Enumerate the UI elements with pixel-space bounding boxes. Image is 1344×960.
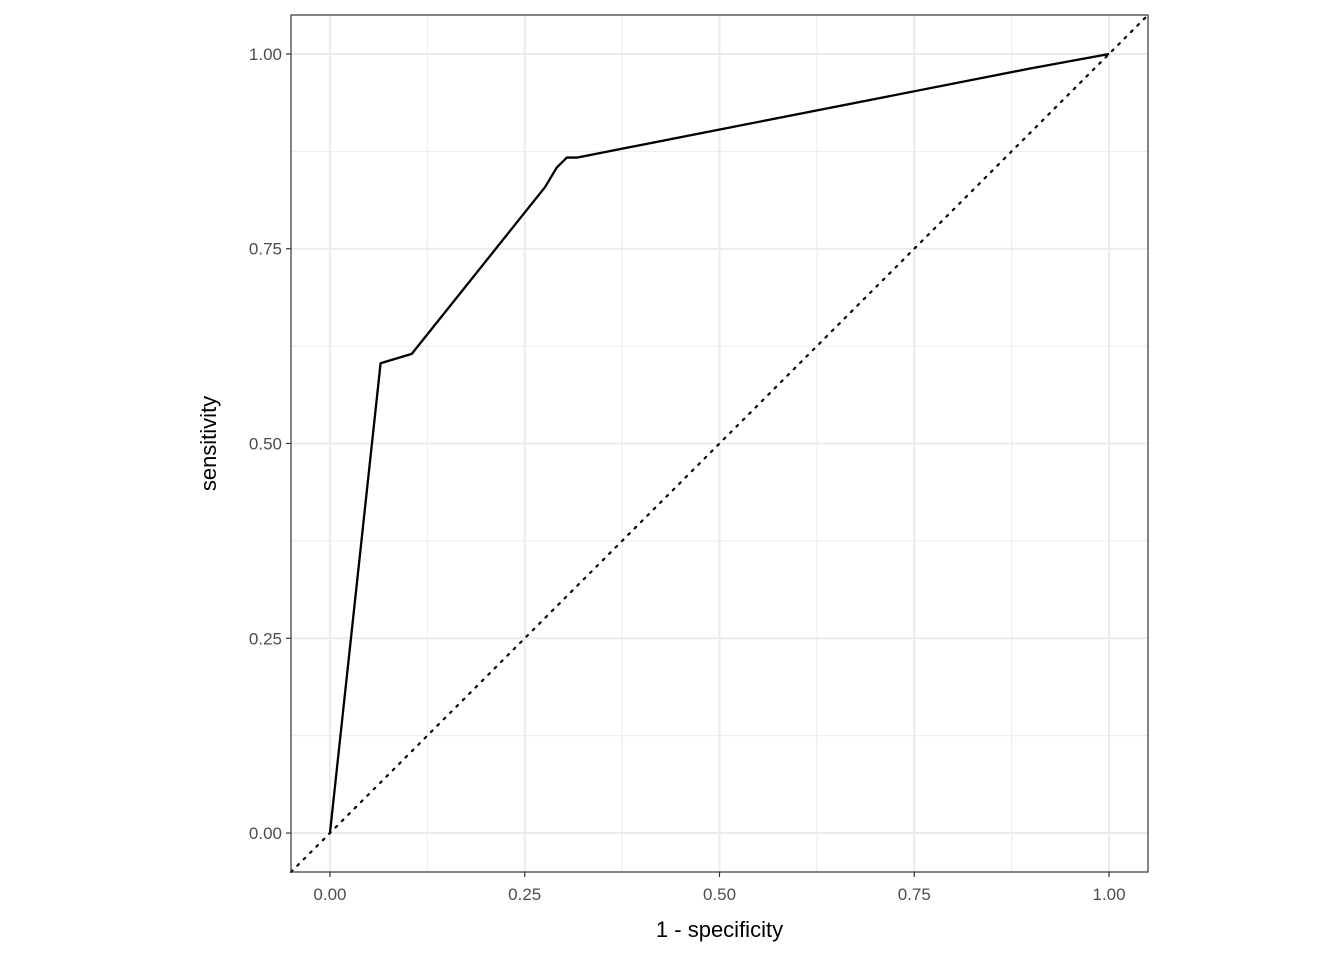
y-tick-label: 0.75	[249, 240, 282, 259]
x-tick-label: 0.00	[313, 885, 346, 904]
x-tick-label: 0.50	[703, 885, 736, 904]
roc-curve-line	[328, 52, 1110, 834]
x-tick-label: 0.75	[898, 885, 931, 904]
grid	[291, 15, 1148, 872]
reference-diagonal-line	[289, 13, 1150, 874]
x-tick-label: 1.00	[1092, 885, 1125, 904]
y-tick-label: 0.50	[249, 435, 282, 454]
y-tick-label: 0.00	[249, 824, 282, 843]
x-tick-label: 0.25	[508, 885, 541, 904]
x-axis-label: 1 - specificity	[656, 917, 783, 942]
ticks: 0.00 0.25 0.50 0.75 1.00 0.00 0.25 0.50 0.75 1.00	[249, 45, 1126, 904]
y-tick-label: 1.00	[249, 45, 282, 64]
y-tick-label: 0.25	[249, 629, 282, 648]
y-axis-label: sensitivity	[196, 396, 221, 491]
marks	[289, 13, 1150, 874]
